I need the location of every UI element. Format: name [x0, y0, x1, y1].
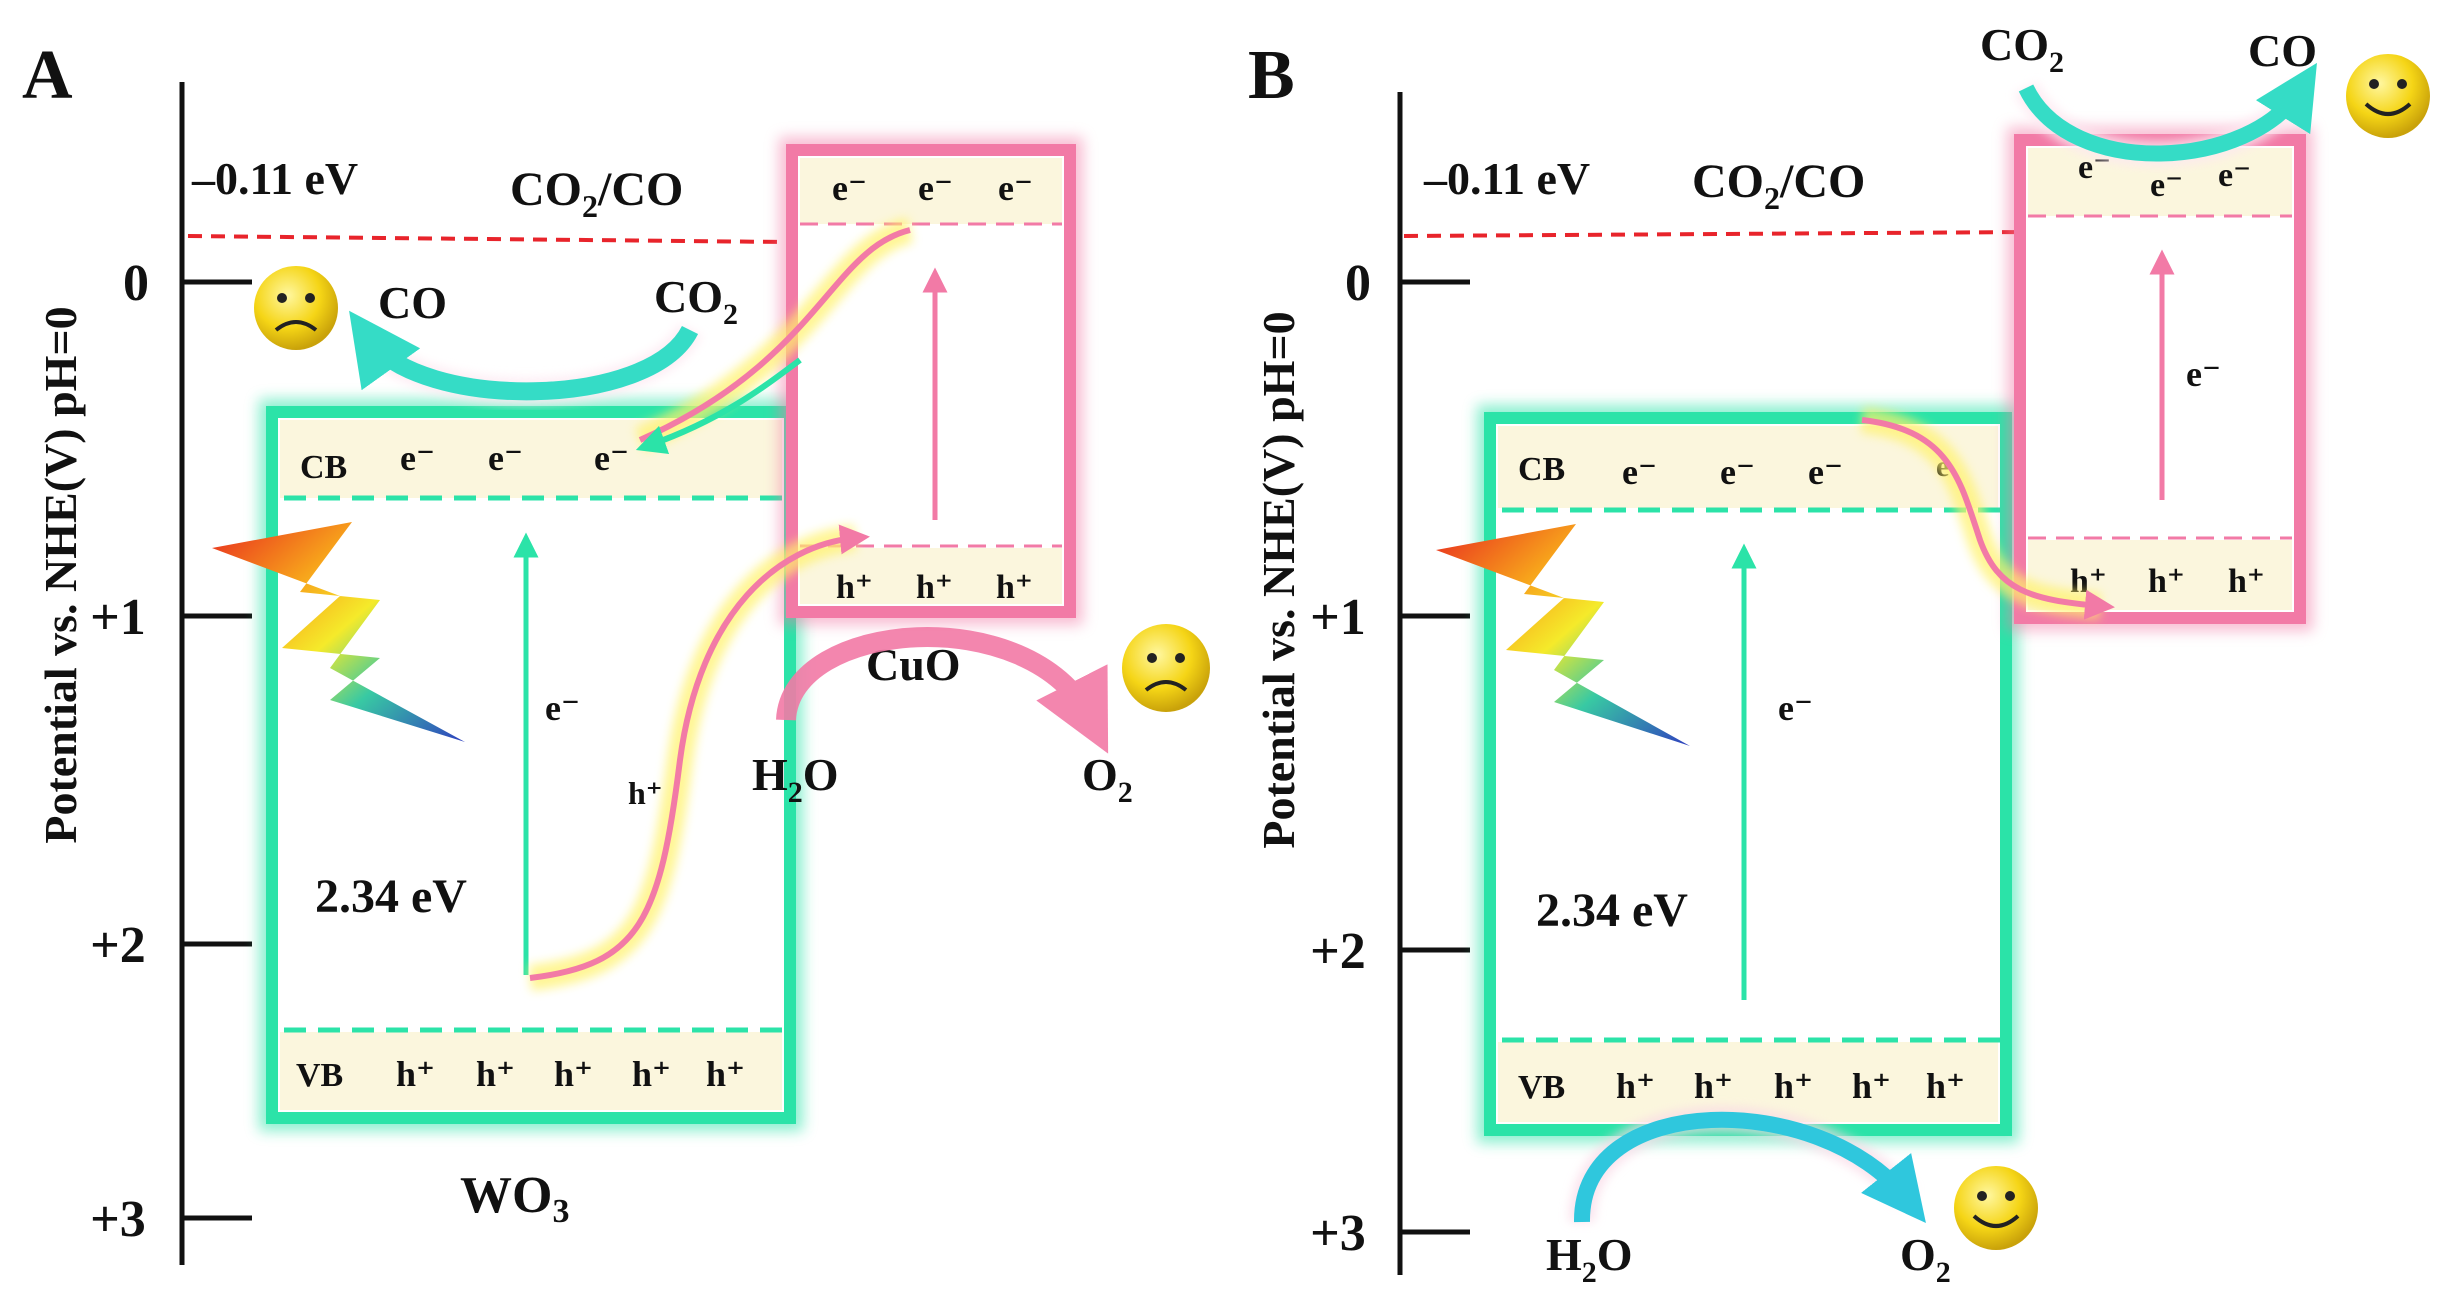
o2-product: O2 — [1082, 749, 1133, 809]
redox-couple-label: CO2/CO — [510, 163, 683, 224]
cb-electron: e⁻ — [488, 438, 523, 478]
vb-hole: h⁺ — [1774, 1066, 1813, 1106]
cb-electron: e⁻ — [594, 438, 629, 478]
panel-label: B — [1248, 37, 1295, 114]
water-oxidation-arrow — [1573, 1111, 1926, 1224]
cb-electron: e⁻ — [1808, 452, 1843, 492]
panel-a: A 0 +1 +2 +3 Potential vs. NHE(V) pH=0 –… — [22, 37, 1210, 1265]
hole-transfer-label: h⁺ — [628, 775, 663, 811]
vb-label: VB — [296, 1057, 343, 1094]
bandgap-label: 2.34 eV — [1536, 884, 1688, 937]
tick-label-2: +2 — [90, 917, 146, 974]
light-bolt-icon — [1436, 524, 1690, 746]
vb-label: VB — [1518, 1069, 1565, 1106]
hole-transfer-arrow — [529, 524, 870, 981]
electron-transfer-arrow — [635, 357, 802, 455]
electron-transfer-path — [638, 227, 911, 443]
bandgap-label: 2.34 eV — [315, 870, 467, 923]
wo3-band — [266, 406, 796, 1124]
water-oxidation-arrow — [776, 627, 1109, 754]
redox-level-line — [1403, 230, 2031, 238]
co2-reduction-arrow — [2018, 62, 2318, 162]
cuo-vb-fill — [800, 548, 1062, 604]
wo3-cb-fill — [280, 420, 782, 498]
vb-hole: h⁺ — [632, 1054, 671, 1094]
cuo-vb-hole: h⁺ — [996, 569, 1033, 606]
vb-hole: h⁺ — [1852, 1066, 1891, 1106]
co-product: CO — [2248, 25, 2317, 76]
axis-title: Potential vs. NHE(V) pH=0 — [1253, 311, 1304, 848]
wo3-vb-fill — [280, 1032, 782, 1110]
vb-hole: h⁺ — [476, 1054, 515, 1094]
o2-product: O2 — [1900, 1229, 1951, 1289]
cuo-cb-electron: e⁻ — [2150, 167, 2183, 204]
panel-label: A — [22, 37, 73, 114]
tick-label-0: 0 — [123, 255, 149, 312]
sad-face-icon — [254, 266, 338, 350]
wo3-band — [1484, 412, 2012, 1136]
cuo-excitation-electron: e⁻ — [2186, 354, 2221, 394]
redox-level-line — [187, 234, 785, 244]
vb-hole: h⁺ — [1926, 1066, 1965, 1106]
co2-reactant: CO2 — [654, 271, 738, 331]
vb-hole: h⁺ — [1616, 1066, 1655, 1106]
panel-b: B 0 +1 +2 +3 Potential vs. NHE(V) pH=0 –… — [1248, 19, 2430, 1289]
co-product: CO — [378, 277, 447, 328]
happy-face-icon — [1954, 1166, 2038, 1250]
co2-reactant: CO2 — [1980, 19, 2064, 79]
wo3-label: WO3 — [460, 1167, 569, 1230]
cuo-vb-hole: h⁺ — [2228, 563, 2265, 600]
cuo-cb-electron: e⁻ — [832, 168, 867, 208]
happy-face-icon — [2346, 54, 2430, 138]
cb-electron: e⁻ — [400, 438, 435, 478]
tick-label-3: +3 — [90, 1191, 146, 1248]
cuo-cb-electron: e⁻ — [2218, 157, 2251, 194]
cuo-vb-hole: h⁺ — [2148, 563, 2185, 600]
tick-label-2: +2 — [1310, 923, 1366, 980]
cuo-cb-fill — [800, 158, 1062, 224]
cb-electron: e⁻ — [1622, 452, 1657, 492]
redox-couple-label: CO2/CO — [1692, 155, 1865, 216]
axis-title: Potential vs. NHE(V) pH=0 — [35, 306, 86, 843]
sad-face-icon — [1122, 624, 1210, 712]
cuo-cb-electron: e⁻ — [918, 168, 953, 208]
vb-hole: h⁺ — [706, 1054, 745, 1094]
h2o-reactant: H2O — [1546, 1229, 1633, 1289]
redox-potential-label: –0.11 eV — [1423, 153, 1590, 204]
cb-label: CB — [1518, 451, 1565, 488]
electron-transfer-arrow — [1861, 417, 2115, 620]
tick-label-1: +1 — [1310, 589, 1366, 646]
cb-label: CB — [300, 449, 347, 486]
light-bolt-icon — [212, 522, 465, 742]
co2-reduction-arrow — [349, 310, 699, 401]
cb-electron: e⁻ — [1720, 452, 1755, 492]
cuo-vb-hole: h⁺ — [916, 569, 953, 606]
cuo-vb-hole: h⁺ — [836, 569, 873, 606]
redox-potential-label: –0.11 eV — [191, 153, 358, 204]
h2o-reactant: H2O — [752, 749, 839, 809]
excitation-electron: e⁻ — [545, 688, 580, 728]
vb-hole: h⁺ — [1694, 1066, 1733, 1106]
cuo-cb-electron: e⁻ — [998, 168, 1033, 208]
tick-label-0: 0 — [1345, 255, 1371, 312]
tick-label-1: +1 — [90, 589, 146, 646]
tick-label-3: +3 — [1310, 1205, 1366, 1262]
vb-hole: h⁺ — [396, 1054, 435, 1094]
vb-hole: h⁺ — [554, 1054, 593, 1094]
excitation-electron: e⁻ — [1778, 688, 1813, 728]
